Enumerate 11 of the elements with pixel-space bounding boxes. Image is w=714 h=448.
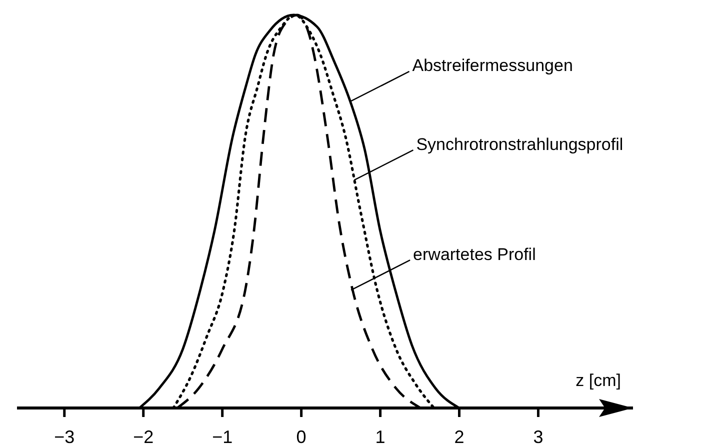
x-tick-label: 2 (454, 427, 464, 447)
x-tick-label: −2 (133, 427, 154, 447)
annotation: erwartetes Profil (413, 244, 536, 264)
x-tick-label: 0 (296, 427, 306, 447)
annotation: Abstreifermessungen (412, 56, 573, 76)
x-axis-title: z [cm] (576, 371, 621, 390)
x-tick-label: −1 (212, 427, 233, 447)
annotation: Synchrotronstrahlungsprofil (416, 134, 624, 154)
x-tick-label: 3 (533, 427, 544, 447)
x-tick-label: −3 (54, 427, 75, 447)
x-tick-label: 1 (375, 427, 386, 447)
